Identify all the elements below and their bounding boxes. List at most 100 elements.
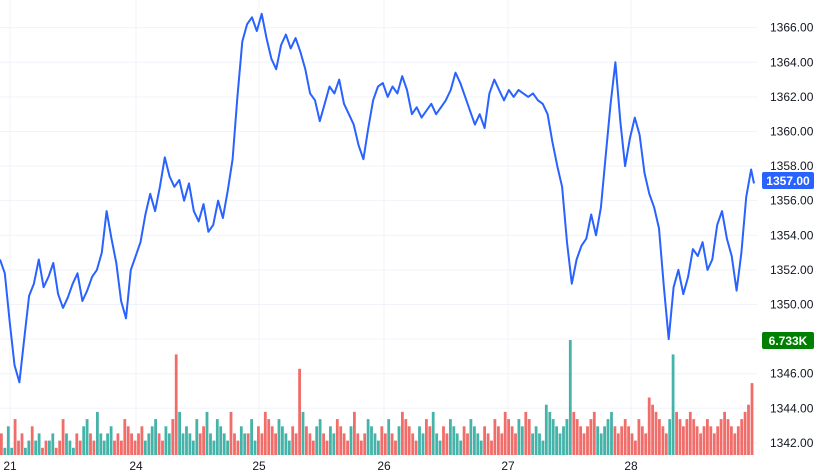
volume-bar: [318, 419, 322, 455]
volume-bar: [510, 426, 514, 456]
volume-bar: [178, 411, 181, 455]
volume-bar: [544, 404, 548, 455]
volume-bar: [332, 433, 336, 455]
volume-bar: [82, 426, 86, 456]
volume-bar: [250, 419, 253, 455]
volume-bar: [435, 433, 439, 455]
volume-bar: [675, 411, 678, 455]
volume-bar: [291, 426, 295, 456]
x-tick-label: 26: [377, 459, 391, 473]
volume-bar: [126, 426, 130, 456]
chart-grid: [0, 0, 757, 455]
volume-bar: [270, 426, 274, 456]
volume-bar: [20, 433, 24, 455]
volume-bar: [370, 426, 373, 456]
volume-bar: [517, 419, 521, 455]
volume-bar: [219, 426, 223, 456]
volume-bar: [706, 419, 709, 455]
volume-bar: [229, 411, 233, 455]
volume-bar: [688, 411, 692, 455]
volume-bar: [58, 440, 62, 455]
volume-bar: [17, 440, 20, 455]
volume-bar: [421, 433, 425, 455]
volume-bar: [682, 426, 685, 456]
volume-bar: [733, 433, 737, 455]
volume-bar: [562, 426, 565, 456]
volume-bar: [428, 426, 432, 456]
price-line: [0, 12, 755, 384]
volume-bar: [664, 433, 668, 455]
volume-bar: [541, 440, 545, 455]
volume-label: 6.733K: [769, 334, 808, 348]
volume-bar: [353, 411, 356, 455]
volume-bar: [212, 440, 216, 455]
volume-bar: [730, 426, 733, 456]
volume-bar: [466, 433, 469, 455]
volume-bar: [404, 419, 408, 455]
volume-bar: [473, 426, 476, 456]
volume-bar: [493, 419, 497, 455]
volume-bar: [425, 419, 428, 455]
volume-bar: [54, 447, 58, 455]
y-tick-label: 1364.00: [770, 55, 814, 69]
volume-bar: [243, 433, 247, 455]
volume-bar: [325, 440, 329, 455]
volume-bar: [524, 411, 528, 455]
volume-bar: [305, 426, 308, 456]
x-tick-label: 24: [129, 459, 143, 473]
volume-bar: [342, 433, 346, 455]
volume-bar: [520, 426, 524, 456]
volume-bar: [654, 411, 658, 455]
volume-bar: [373, 433, 377, 455]
volume-bar: [61, 419, 65, 455]
volume-bar: [209, 433, 212, 455]
volume-bar: [113, 440, 116, 455]
volume-bar: [613, 426, 617, 456]
volume-bar: [191, 440, 195, 455]
volume-bar: [277, 419, 281, 455]
volume-bar: [137, 433, 140, 455]
volume-bar: [651, 404, 654, 455]
volume-bar: [582, 433, 586, 455]
volume-bar: [647, 397, 651, 455]
volume-bar: [27, 440, 31, 455]
volume-bar: [407, 426, 411, 456]
time-axis[interactable]: 21 24 25 26 27 28: [3, 459, 638, 473]
volume-bar: [174, 354, 178, 455]
volume-bar: [623, 419, 627, 455]
volume-bar: [527, 419, 531, 455]
volume-bar: [695, 426, 699, 456]
volume-bar: [6, 426, 10, 456]
volume-bar: [120, 440, 123, 455]
volume-bar: [736, 426, 740, 456]
volume-bar: [445, 433, 449, 455]
volume-bar: [469, 419, 473, 455]
price-axis[interactable]: 1366.00 1364.00 1362.00 1360.00 1358.00 1356.…: [770, 21, 814, 450]
volume-bar: [692, 419, 696, 455]
volume-bar: [356, 433, 360, 455]
volume-bar: [164, 426, 168, 456]
volume-bar: [586, 426, 589, 456]
volume-bar: [329, 426, 332, 456]
volume-bar: [322, 433, 325, 455]
volume-bar: [442, 426, 445, 456]
volume-bar: [394, 440, 397, 455]
volume-bar: [380, 426, 384, 456]
volume-bar: [116, 433, 120, 455]
volume-bar: [257, 426, 260, 456]
volume-bar: [747, 404, 750, 455]
volume-bar: [48, 440, 51, 455]
volume-bar: [431, 411, 435, 455]
volume-bar: [479, 440, 483, 455]
volume-bar: [96, 411, 99, 455]
volume-bar: [418, 426, 421, 456]
volume-bar: [366, 419, 370, 455]
volume-bar: [538, 433, 541, 455]
volume-bar: [215, 419, 219, 455]
volume-bar: [298, 368, 301, 456]
volume-bar: [0, 433, 3, 455]
volume-bar: [51, 433, 55, 455]
volume-bar: [699, 433, 702, 455]
volume-bar: [599, 433, 603, 455]
